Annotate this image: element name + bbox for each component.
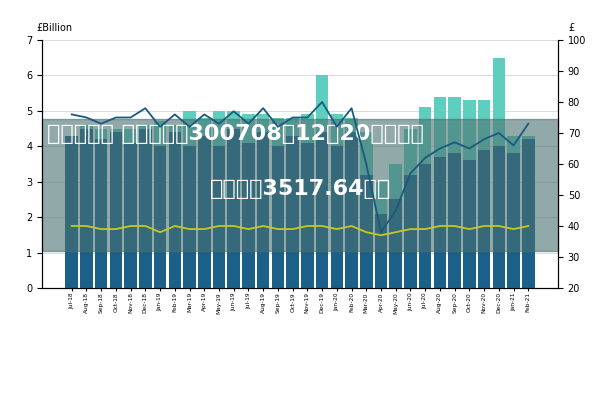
Bar: [419, 107, 431, 288]
Bar: [360, 132, 373, 288]
Bar: [375, 182, 387, 288]
Text: £Billion: £Billion: [37, 22, 73, 32]
Bar: [95, 139, 107, 288]
Bar: [227, 128, 240, 288]
Bar: [124, 128, 137, 288]
Bar: [478, 150, 490, 288]
Bar: [286, 136, 299, 288]
Bar: [110, 128, 122, 288]
Bar: [124, 143, 137, 288]
Bar: [139, 128, 152, 288]
Bar: [434, 97, 446, 288]
Bar: [227, 111, 240, 288]
Bar: [272, 146, 284, 288]
Text: £: £: [568, 22, 575, 32]
Bar: [404, 128, 417, 288]
Bar: [80, 125, 93, 288]
Bar: [345, 118, 358, 288]
Bar: [65, 136, 78, 288]
Bar: [257, 132, 269, 288]
Bar: [198, 136, 211, 288]
Bar: [448, 97, 461, 288]
Bar: [493, 58, 505, 288]
Bar: [80, 128, 93, 288]
Bar: [507, 136, 520, 288]
Bar: [316, 76, 328, 288]
Bar: [331, 146, 343, 288]
Bar: [65, 136, 78, 288]
Bar: [507, 153, 520, 288]
Bar: [139, 125, 152, 288]
Bar: [331, 114, 343, 288]
Bar: [448, 153, 461, 288]
Bar: [345, 132, 358, 288]
Bar: [169, 125, 181, 288]
Bar: [257, 114, 269, 288]
Bar: [242, 143, 255, 288]
Bar: [389, 200, 402, 288]
Bar: [360, 175, 373, 288]
Bar: [419, 164, 431, 288]
Bar: [42, 119, 558, 251]
Bar: [434, 157, 446, 288]
Bar: [154, 122, 166, 288]
Bar: [95, 128, 107, 288]
Bar: [183, 146, 196, 288]
Bar: [110, 132, 122, 288]
Bar: [389, 164, 402, 288]
Bar: [316, 132, 328, 288]
Bar: [301, 143, 314, 288]
Bar: [493, 146, 505, 288]
Bar: [213, 111, 225, 288]
Bar: [478, 100, 490, 288]
Bar: [463, 100, 476, 288]
Bar: [242, 114, 255, 288]
Bar: [286, 118, 299, 288]
Bar: [213, 146, 225, 288]
Bar: [154, 146, 166, 288]
Text: 股票型私募 聚灿光电（300708）12月20日主力资: 股票型私募 聚灿光电（300708）12月20日主力资: [47, 124, 424, 144]
Bar: [375, 214, 387, 288]
Bar: [463, 160, 476, 288]
Bar: [404, 175, 417, 288]
Bar: [522, 136, 535, 288]
Bar: [183, 111, 196, 288]
Bar: [301, 114, 314, 288]
Bar: [198, 118, 211, 288]
Text: 金净卖出3517.64万元: 金净卖出3517.64万元: [209, 179, 391, 199]
Bar: [522, 139, 535, 288]
Bar: [272, 118, 284, 288]
Bar: [169, 132, 181, 288]
